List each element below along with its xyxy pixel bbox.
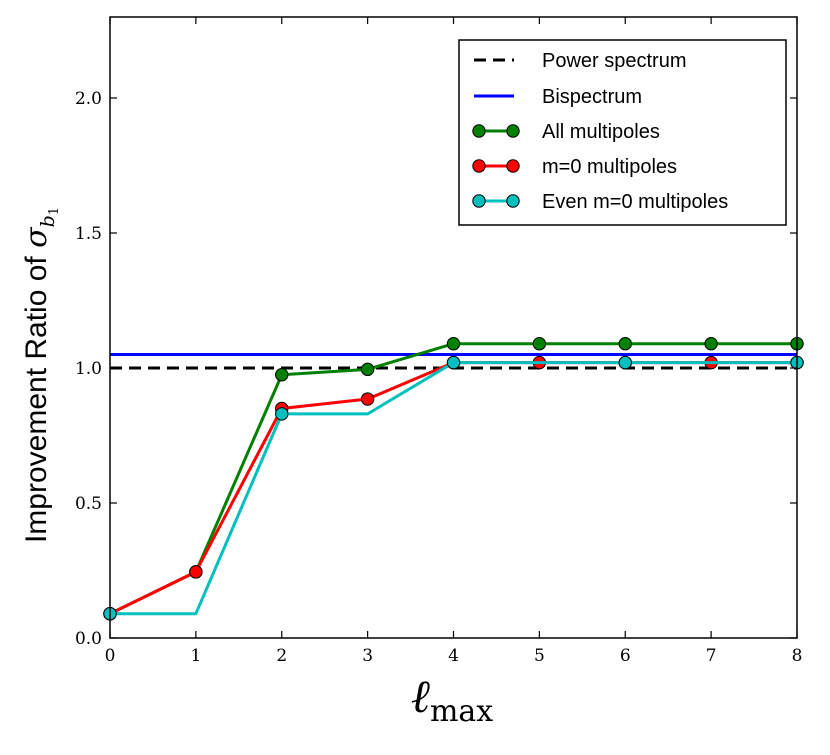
data-point-m-0-multipoles [189, 565, 203, 579]
legend-marker-all-multipoles [472, 124, 486, 138]
data-point-all-multipoles [360, 362, 375, 377]
legend-label-all-multipoles: All multipoles [542, 121, 660, 143]
data-point-all-multipoles [618, 337, 632, 351]
series-line-even-m-0-multipoles [110, 361, 797, 616]
legend-label-bispectrum: Bispectrum [542, 86, 642, 108]
tick-layer: 0 1 2 3 4 5 6 7 8 0.0 0.5 1.0 1.5 2.0 [75, 17, 802, 666]
y-tick-label: 1.0 [75, 359, 102, 379]
x-tick-label: 0 [105, 646, 116, 666]
x-tick-label: 6 [620, 646, 631, 666]
data-point-even-m-0-multipoles [275, 407, 289, 421]
y-tick-label: 2.0 [75, 89, 102, 109]
y-tick-label: 0.0 [75, 629, 102, 649]
y-tick-label: 0.5 [75, 494, 102, 514]
data-point-all-multipoles [275, 368, 289, 382]
legend-label-power-spectrum: Power spectrum [542, 50, 687, 72]
x-tick-label: 1 [190, 646, 201, 666]
legend-marker-m-0-multipoles [472, 159, 486, 173]
series-layer [103, 337, 804, 621]
y-tick-label: 1.5 [75, 224, 102, 244]
data-point-even-m-0-multipoles [618, 355, 632, 370]
legend-marker-even-m-0-multipoles [506, 194, 520, 208]
x-tick-label: 4 [448, 646, 459, 666]
legend-label-even-m-0-multipoles: Even m=0 multipoles [542, 191, 728, 213]
x-tick-label: 7 [706, 646, 717, 666]
data-point-all-multipoles [704, 337, 718, 351]
x-axis-label: ℓmax [411, 669, 494, 729]
data-point-all-multipoles [532, 337, 547, 351]
x-tick-label: 3 [362, 646, 373, 666]
y-axis-label: Improvement Ratio of σb1 [19, 207, 62, 543]
legend-label-m-0-multipoles: m=0 multipoles [542, 156, 677, 178]
x-tick-label: 8 [792, 646, 803, 666]
x-tick-label: 5 [534, 646, 545, 666]
data-point-m-0-multipoles [360, 392, 375, 406]
data-point-even-m-0-multipoles [446, 355, 461, 370]
legend: Power spectrum Bispectrum All multipoles m=… [458, 39, 787, 226]
legend-marker-m-0-multipoles [506, 159, 520, 173]
data-point-all-multipoles [446, 337, 461, 351]
legend-marker-all-multipoles [506, 124, 520, 138]
x-tick-label: 2 [276, 646, 287, 666]
legend-marker-even-m-0-multipoles [472, 194, 486, 208]
